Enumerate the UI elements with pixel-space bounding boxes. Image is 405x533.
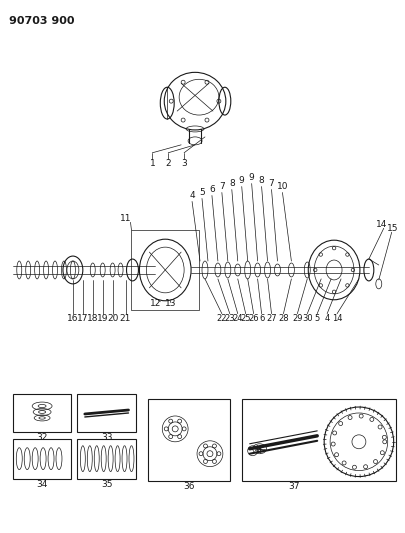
Bar — [13, 439, 71, 479]
Text: 16: 16 — [67, 314, 79, 323]
Text: 4: 4 — [324, 314, 330, 323]
Bar — [242, 399, 396, 481]
Text: 20: 20 — [107, 314, 118, 323]
Text: 29: 29 — [292, 314, 303, 323]
Text: 37: 37 — [289, 482, 300, 491]
Text: 23: 23 — [224, 314, 235, 323]
Text: 11: 11 — [120, 214, 131, 223]
Text: 8: 8 — [229, 179, 234, 188]
Text: 30: 30 — [302, 314, 313, 323]
Text: 7: 7 — [269, 179, 275, 188]
Text: 15: 15 — [387, 224, 399, 233]
Text: 33: 33 — [101, 433, 113, 442]
Text: 24: 24 — [232, 314, 243, 323]
Text: 7: 7 — [219, 182, 225, 191]
Text: 14: 14 — [332, 314, 342, 323]
Text: 14: 14 — [376, 220, 388, 229]
Text: 36: 36 — [183, 482, 195, 491]
Text: 3: 3 — [181, 159, 187, 168]
Text: 6: 6 — [209, 185, 215, 194]
Bar — [148, 399, 230, 481]
Text: 25: 25 — [241, 314, 251, 323]
Text: 13: 13 — [164, 299, 176, 308]
Text: 27: 27 — [266, 314, 277, 323]
Text: 9: 9 — [239, 176, 245, 185]
Text: 2: 2 — [165, 159, 171, 168]
Text: 35: 35 — [101, 480, 113, 489]
Text: 6: 6 — [259, 314, 264, 323]
Bar — [132, 230, 199, 310]
Bar — [13, 394, 71, 432]
Text: 19: 19 — [97, 314, 109, 323]
Text: 28: 28 — [278, 314, 289, 323]
Text: 90703 900: 90703 900 — [9, 16, 75, 26]
Text: 1: 1 — [149, 159, 155, 168]
Text: 22: 22 — [217, 314, 227, 323]
Text: 34: 34 — [36, 480, 48, 489]
Text: 18: 18 — [87, 314, 98, 323]
Text: 32: 32 — [36, 433, 48, 442]
Text: 21: 21 — [120, 314, 131, 323]
Text: 17: 17 — [77, 314, 89, 323]
Text: 9: 9 — [249, 173, 254, 182]
Bar — [77, 394, 136, 432]
Text: 26: 26 — [248, 314, 259, 323]
Text: 5: 5 — [315, 314, 320, 323]
Text: 12: 12 — [149, 299, 161, 308]
Text: 5: 5 — [199, 188, 205, 197]
Text: 4: 4 — [189, 191, 195, 200]
Text: 10: 10 — [277, 182, 288, 191]
Text: 8: 8 — [259, 176, 264, 185]
Bar — [77, 439, 136, 479]
